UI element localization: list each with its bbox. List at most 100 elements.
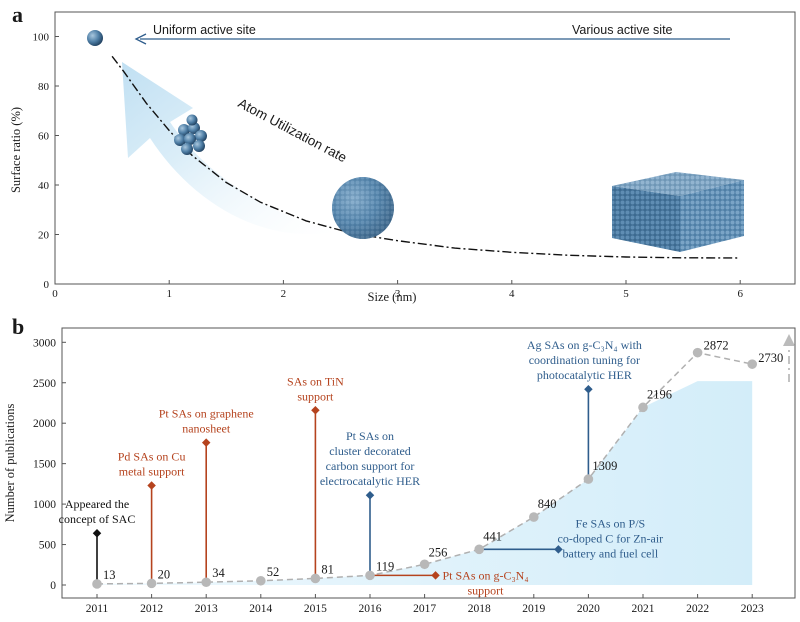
panel-a-ytick-label: 100 [33, 32, 50, 44]
event-marker-2011 [92, 528, 102, 538]
trend-up-arrowhead [783, 334, 795, 346]
year-label-2020: 2020 [577, 603, 600, 615]
cluster-icon [174, 114, 207, 155]
year-label-2023: 2023 [741, 603, 764, 615]
uniform-site-label: Uniform active site [153, 23, 256, 37]
event-label: Ag SAs on g-C₃N₄ with [527, 338, 642, 352]
value-label-2016: 119 [376, 559, 394, 573]
event-label: SAs on TiN [287, 374, 344, 388]
value-label-2015: 81 [321, 562, 334, 576]
value-label-2011: 13 [103, 568, 116, 582]
panel-a-xtick-label: 1 [166, 288, 172, 300]
bulk-slab-icon [612, 172, 744, 252]
year-label-2014: 2014 [249, 603, 272, 615]
data-point-2017 [419, 559, 430, 570]
panel-a-ytick-label: 60 [38, 131, 50, 143]
value-label-2021: 2196 [647, 387, 672, 401]
data-point-2018 [474, 544, 485, 555]
panel-a-xtick-label: 3 [395, 288, 401, 300]
data-point-2013 [201, 577, 211, 588]
panel-b-ylabel: Number of publications [3, 404, 17, 523]
publications-value-labels: 13 20 34 52 81 119 256 441 840 1309 2196 2872 2730 [103, 339, 783, 582]
panel-a-ylabel: Surface ratio (%) [9, 107, 23, 193]
data-point-2012 [146, 578, 157, 589]
event-marker-2013 [201, 438, 211, 447]
event-label: nanosheet [182, 422, 231, 436]
event-label: coordination tuning for [529, 353, 640, 367]
event-label: Pt SAs on g-C₃N₄ [442, 568, 528, 582]
event-label: support [297, 389, 334, 403]
event-label: carbon support for [326, 459, 415, 473]
panel-b-plot: 2011 2012 2013 2014 2015 2016 2017 2018 2019 2020… [3, 327, 796, 615]
value-label-2018: 441 [483, 529, 502, 543]
event-marker-2015 [311, 406, 320, 415]
event-label: electrocatalytic HER [320, 474, 420, 488]
year-label-2012: 2012 [140, 603, 163, 615]
panel-a-xtick-label: 2 [281, 288, 287, 300]
panel-a-ytick-label: 40 [38, 180, 50, 192]
data-point-2022 [692, 347, 703, 358]
publications-points [92, 347, 757, 589]
value-label-2022: 2872 [704, 339, 729, 353]
event-label: Pt SAs on graphene [159, 407, 254, 421]
event-marker-2020 [584, 384, 593, 394]
value-label-2012: 20 [158, 567, 171, 581]
panel-a-xtick-label: 0 [52, 288, 58, 300]
panel-a-ytick-label: 20 [38, 230, 50, 242]
data-point-2023 [747, 359, 757, 369]
event-label: cluster decorated [329, 444, 411, 458]
panel-a-ytick-label: 80 [38, 81, 50, 93]
value-label-2014: 52 [267, 565, 280, 579]
event-marker-2018 [554, 545, 563, 554]
event-label: concept of SAC [59, 512, 136, 526]
single-atom-icon [87, 30, 103, 46]
event-label: support [468, 583, 505, 597]
event-label: battery and fuel cell [563, 546, 659, 560]
year-label-2021: 2021 [632, 603, 655, 615]
panel-a-xlabel: Size (nm) [368, 290, 417, 304]
event-marker-2012 [147, 481, 156, 490]
panel-a-frame [54, 11, 796, 285]
various-site-label: Various active site [572, 23, 673, 37]
data-point-2014 [255, 575, 266, 586]
year-label-2017: 2017 [413, 603, 436, 615]
event-label: Appeared the [65, 497, 129, 511]
value-label-2017: 256 [429, 545, 448, 559]
panel-a-ytick-label: 0 [44, 279, 50, 291]
panel-a-xtick-label: 4 [509, 288, 515, 300]
value-label-2023: 2730 [758, 351, 783, 365]
value-label-2020: 1309 [592, 459, 617, 473]
panel-b-ytick-label: 3000 [33, 337, 56, 349]
publications-area [97, 381, 753, 585]
panel-b-ytick-label: 1500 [33, 459, 56, 471]
event-marker-2016 [365, 490, 375, 500]
year-label-2016: 2016 [359, 603, 382, 615]
year-label-2018: 2018 [468, 603, 491, 615]
event-label: Pt SAs on [346, 429, 394, 443]
year-label-2015: 2015 [304, 603, 327, 615]
event-label: photocatalytic HER [537, 368, 632, 382]
data-point-2021 [638, 402, 648, 413]
nanoparticle-icon [332, 177, 394, 239]
data-point-2020 [583, 474, 594, 484]
year-label-2013: 2013 [195, 603, 218, 615]
data-point-2011 [92, 579, 102, 589]
value-label-2019: 840 [538, 497, 557, 511]
year-label-2022: 2022 [686, 603, 709, 615]
panel-b-ytick-label: 1000 [33, 499, 56, 511]
event-label: metal support [119, 464, 185, 478]
active-site-arrowhead [134, 33, 147, 45]
surface-ratio-curve [111, 55, 741, 259]
event-label: Fe SAs on P/S [576, 516, 646, 530]
panel-a-xtick-label: 6 [737, 288, 743, 300]
panel-a-xtick-label: 5 [623, 288, 629, 300]
panel-a-letter: a [12, 2, 23, 27]
year-label-2011: 2011 [86, 603, 109, 615]
panel-b-ytick-label: 2000 [33, 418, 56, 430]
event-label: Pd SAs on Cu [118, 449, 186, 463]
panel-b-ticks: 2011 2012 2013 2014 2015 2016 2017 2018 2019 2020… [33, 337, 764, 615]
